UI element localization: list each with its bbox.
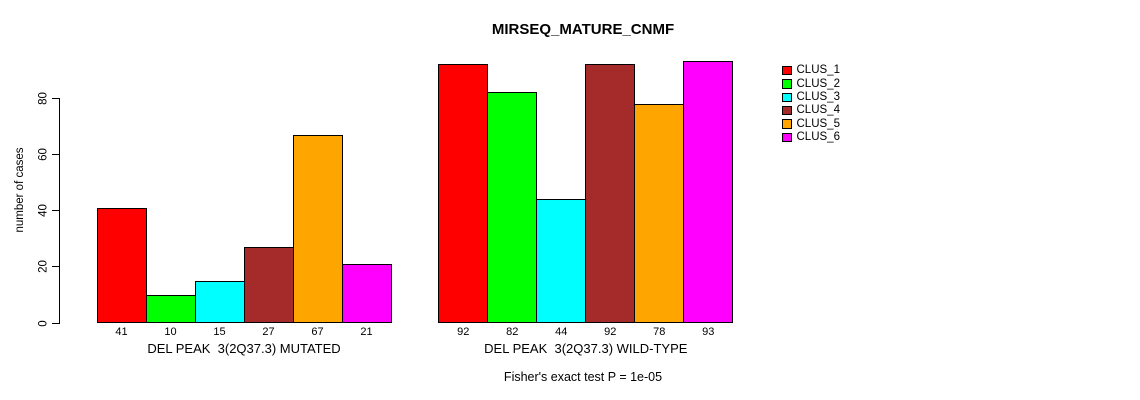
legend-label: CLUS_3 [796,90,840,103]
legend: CLUS_1 CLUS_2 CLUS_3 CLUS_4 CLUS_5 CLUS_6 [782,64,840,144]
legend-entry: CLUS_6 [782,131,840,144]
bar-value-label: 15 [213,326,226,338]
legend-entry: CLUS_1 [782,64,840,77]
x-axis-group-label: DEL PEAK 3(2Q37.3) WILD-TYPE [484,341,688,356]
legend-swatch-icon [782,119,792,129]
bar-value-label: 10 [164,326,177,338]
y-axis-label: number of cases [14,147,26,233]
bar-clus_2 [145,294,196,323]
y-axis-tick [52,322,60,324]
legend-label: CLUS_5 [796,117,840,130]
y-axis-tick [52,266,60,268]
bar-value-label: 27 [262,326,275,338]
legend-entry: CLUS_5 [782,117,840,130]
bar-value-label: 67 [311,326,324,338]
legend-swatch-icon [782,105,792,116]
bar-clus_3 [536,199,587,323]
y-axis-tick [52,210,60,212]
bar-value-label: 82 [506,326,519,338]
y-axis-tick-label: 80 [37,91,50,105]
footnote: Fisher's exact test P = 1e-05 [503,370,663,384]
bar-value-label: 44 [555,326,568,338]
y-axis-tick-label: 40 [37,204,50,217]
legend-swatch-icon [782,132,792,143]
legend-swatch-icon [782,79,792,89]
bar-value-label: 21 [360,326,373,338]
bar-value-label: 92 [604,326,617,338]
bar-clus_5 [634,103,685,323]
bar-clus_4 [585,64,636,323]
legend-entry: CLUS_2 [782,77,840,90]
bar-clus_6 [683,61,734,323]
y-axis-tick-label: 0 [37,319,50,327]
bar-value-label: 41 [115,326,128,338]
bar-clus_1 [96,207,147,323]
legend-label: CLUS_4 [796,104,840,117]
bar-clus_6 [341,263,392,323]
legend-label: CLUS_6 [796,130,840,143]
bar-value-label: 78 [653,326,666,338]
legend-entry: CLUS_3 [782,91,840,104]
bar-clus_2 [487,92,538,323]
legend-label: CLUS_2 [796,77,840,90]
y-axis-tick-label: 60 [37,147,50,161]
y-axis-tick-label: 20 [37,260,50,274]
bar-value-label: 93 [702,326,715,338]
x-axis-group-label: DEL PEAK 3(2Q37.3) MUTATED [147,341,341,356]
legend-label: CLUS_1 [796,64,840,77]
bar-value-label: 92 [457,326,470,338]
y-axis-tick [52,153,60,155]
bar-clus_5 [292,134,343,323]
bar-clus_4 [243,247,294,323]
legend-swatch-icon [782,65,792,76]
legend-swatch-icon [782,92,792,103]
chart-title: MIRSEQ_MATURE_CNMF [491,21,675,38]
y-axis-line [59,97,61,324]
bar-clus_1 [438,64,489,323]
bar-clus_3 [194,280,245,323]
legend-entry: CLUS_4 [782,104,840,117]
y-axis-tick [52,97,60,99]
